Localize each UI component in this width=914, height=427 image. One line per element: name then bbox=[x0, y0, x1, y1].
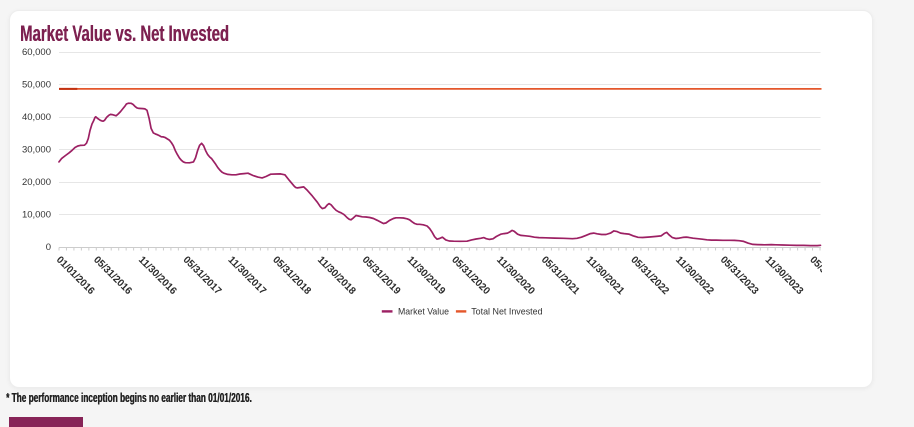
svg-text:05/31/2018: 05/31/2018 bbox=[270, 255, 313, 298]
svg-text:11/30/2023: 11/30/2023 bbox=[763, 255, 806, 298]
svg-text:05/31/2022: 05/31/2022 bbox=[628, 255, 671, 298]
svg-text:Total Net Invested: Total Net Invested bbox=[471, 307, 542, 318]
svg-text:11/30/2021: 11/30/2021 bbox=[584, 255, 627, 298]
svg-text:60,000: 60,000 bbox=[22, 47, 51, 58]
svg-text:40,000: 40,000 bbox=[22, 112, 51, 123]
svg-text:05/31/2016: 05/31/2016 bbox=[91, 255, 134, 298]
svg-text:05/31/2021: 05/31/2021 bbox=[539, 255, 582, 298]
svg-text:30,000: 30,000 bbox=[22, 145, 51, 156]
svg-text:20,000: 20,000 bbox=[22, 177, 51, 188]
svg-text:05/31/2019: 05/31/2019 bbox=[360, 255, 403, 298]
svg-text:11/30/2018: 11/30/2018 bbox=[315, 255, 358, 298]
svg-text:10,000: 10,000 bbox=[22, 210, 51, 221]
svg-text:05/31/2023: 05/31/2023 bbox=[718, 255, 761, 298]
svg-text:05/31/2020: 05/31/2020 bbox=[449, 255, 492, 298]
svg-text:11/30/2022: 11/30/2022 bbox=[673, 255, 716, 298]
svg-text:11/30/2017: 11/30/2017 bbox=[225, 255, 268, 298]
svg-text:11/30/2020: 11/30/2020 bbox=[494, 255, 537, 298]
svg-text:11/30/2016: 11/30/2016 bbox=[136, 255, 179, 298]
svg-text:50,000: 50,000 bbox=[22, 80, 51, 91]
svg-text:05/31/2017: 05/31/2017 bbox=[181, 255, 224, 298]
svg-text:05/31/2024: 05/31/2024 bbox=[807, 255, 850, 298]
svg-text:0: 0 bbox=[46, 242, 51, 253]
svg-text:01/01/2016: 01/01/2016 bbox=[54, 255, 97, 298]
svg-text:Market Value: Market Value bbox=[398, 307, 449, 318]
svg-text:11/30/2019: 11/30/2019 bbox=[405, 255, 448, 298]
